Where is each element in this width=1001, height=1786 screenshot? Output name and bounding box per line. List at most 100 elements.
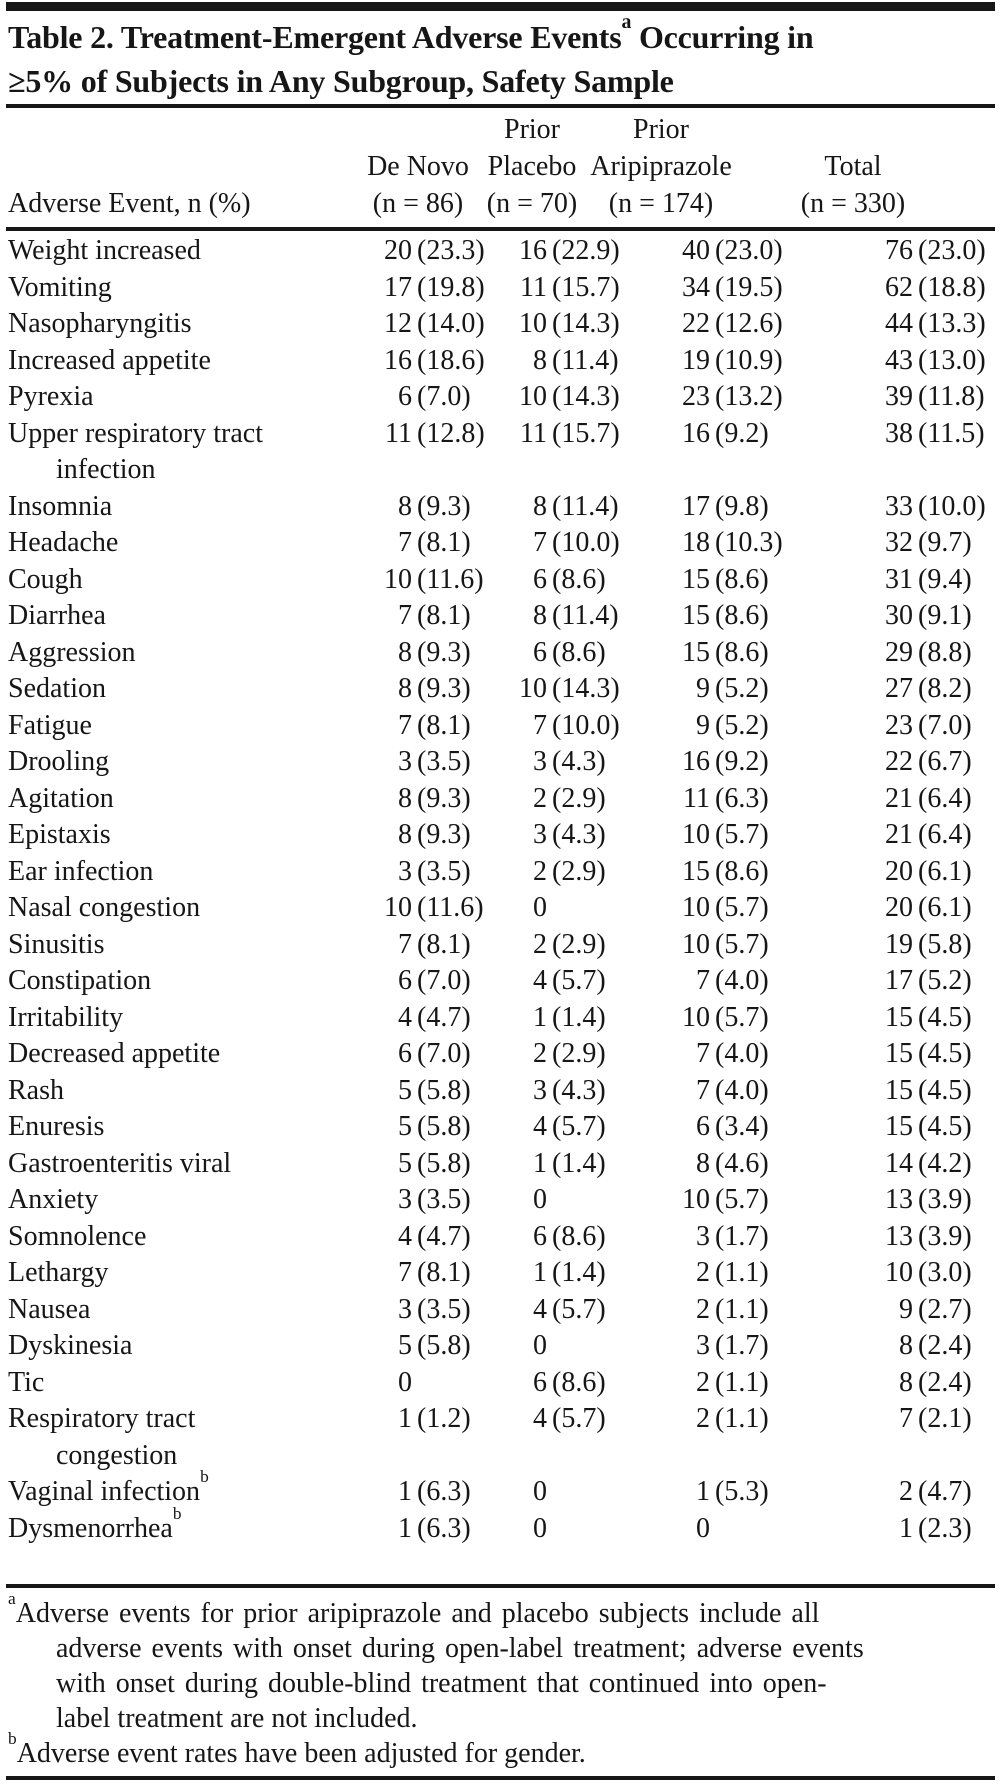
table-row: Enuresis 5 (5.8) 4 (5.7) 6 (3.4) 15 (4.5) (0, 1109, 1001, 1146)
column-header-prior-placebo: Prior Placebo (n = 70) (487, 111, 577, 222)
value-cell: 4 (5.7) (533, 1111, 606, 1142)
footnote-line: with onset during double-blind treatment… (56, 1668, 827, 1699)
value-cell: 4 (4.7) (398, 1001, 471, 1033)
value-cell: 1 (6.3) (398, 1476, 471, 1507)
value-cell: 10 (5.7) (682, 892, 769, 923)
table-row: Rash 5 (5.8) 3 (4.3) 7 (4.0) 15 (4.5) (0, 1073, 1001, 1110)
value-cell: 8 (11.4) (533, 600, 619, 631)
value-cell: 8 (9.3) (398, 782, 471, 814)
adverse-event-label: Tic (8, 1366, 45, 1398)
value-cell: 7 (10.0) (533, 527, 620, 558)
value-cell: 11 (12.8) (385, 417, 485, 449)
table-row: Nasal congestion 10 (11.6) 0 10 (5.7) 20 (6.1) (0, 890, 1001, 927)
value-cell: 5 (5.8) (398, 1330, 471, 1361)
value-cell: 2 (2.9) (533, 928, 606, 960)
value-cell: 1 (1.4) (533, 1147, 606, 1179)
column-header-line: Total (824, 151, 882, 182)
value-cell: 6 (8.6) (533, 1366, 606, 1398)
value-cell: 40 (23.0) (682, 235, 783, 266)
value-cell: 10 (11.6) (384, 892, 484, 923)
value-cell: 3 (1.7) (696, 1220, 769, 1252)
value-cell: 7 (8.1) (398, 600, 471, 631)
value-cell: 23 (7.0) (885, 709, 972, 741)
value-cell: 15 (4.5) (885, 1001, 972, 1033)
adverse-event-label: Increased appetite (8, 344, 211, 376)
value-cell: 20 (6.1) (885, 855, 972, 887)
adverse-event-label: Nasal congestion (8, 892, 201, 923)
value-cell: 3 (3.5) (398, 855, 471, 887)
table-row: Fatigue 7 (8.1) 7 (10.0) 9 (5.2) 23 (7.0) (0, 708, 1001, 745)
value-cell: 3 (3.5) (398, 1184, 471, 1215)
footnote-line: adverse events with onset during open-la… (56, 1633, 864, 1664)
value-cell: 0 (398, 1366, 412, 1398)
adverse-event-label: Decreased appetite (8, 1038, 221, 1069)
footnote-b: bAdverse event rates have been adjusted … (8, 1730, 993, 1771)
value-cell: 0 (533, 1476, 547, 1507)
adverse-event-label: Lethargy (8, 1257, 109, 1288)
table-row: Respiratory tract congestion 1 (1.2) 4 (5.7) 2… (0, 1401, 1001, 1474)
table-row: Aggression 8 (9.3) 6 (8.6) 15 (8.6) 29 (8.8) (0, 635, 1001, 672)
value-cell: 8 (11.4) (533, 344, 619, 376)
value-cell: 33 (10.0) (885, 490, 986, 522)
table-title-line2: ≥5% of Subjects in Any Subgroup, Safety … (8, 63, 674, 99)
value-cell: 1 (6.3) (398, 1512, 471, 1544)
value-cell: 76 (23.0) (885, 235, 986, 266)
adverse-event-label: Dysmenorrheab (8, 1503, 182, 1544)
table-row: Anxiety 3 (3.5) 0 10 (5.7) 13 (3.9) (0, 1182, 1001, 1219)
value-cell: 4 (4.7) (398, 1220, 471, 1252)
value-cell: 6 (8.6) (533, 1220, 606, 1252)
value-cell: 21 (6.4) (885, 819, 972, 850)
title-footnote-marker-a: a (621, 11, 632, 34)
table-row: Vomiting 17 (19.8) 11 (15.7) 34 (19.5) 62 (18.8) (0, 270, 1001, 307)
value-cell: 4 (5.7) (533, 965, 606, 996)
adverse-event-label: Enuresis (8, 1111, 105, 1142)
column-header-line: Placebo (487, 151, 577, 182)
value-cell: 7 (10.0) (533, 709, 620, 741)
value-cell: 12 (14.0) (384, 308, 485, 339)
column-header-line: De Novo (367, 151, 469, 182)
table-row: Headache 7 (8.1) 7 (10.0) 18 (10.3) 32 (9.7) (0, 525, 1001, 562)
value-cell: 18 (10.3) (682, 527, 783, 558)
header-divider-rule (6, 227, 995, 231)
value-cell: 1 (1.4) (533, 1257, 606, 1288)
value-cell: 6 (8.6) (533, 563, 606, 595)
table-row: Decreased appetite 6 (7.0) 2 (2.9) 7 (4.0) 15 (4… (0, 1036, 1001, 1073)
value-cell: 23 (13.2) (682, 381, 783, 412)
footnote-a: aAdverse events for prior aripiprazole a… (8, 1589, 993, 1736)
footnotes: aAdverse events for prior aripiprazole a… (8, 1589, 993, 1771)
value-cell: 6 (7.0) (398, 965, 471, 996)
top-rule (6, 2, 995, 11)
table-title-line1: Table 2. Treatment-Emergent Adverse Even… (8, 11, 814, 55)
value-cell: 19 (10.9) (682, 344, 783, 376)
adverse-event-label: Upper respiratory tract infection (8, 417, 263, 486)
footnote-line: aAdverse events for prior aripiprazole a… (8, 1589, 820, 1629)
value-cell: 16 (22.9) (519, 235, 620, 266)
table-row: Epistaxis 8 (9.3) 3 (4.3) 10 (5.7) 21 (6.4) (0, 817, 1001, 854)
value-cell: 0 (533, 1184, 547, 1215)
adverse-event-label: Headache (8, 527, 119, 558)
adverse-event-label: Drooling (8, 746, 110, 777)
value-cell: 14 (4.2) (885, 1147, 972, 1179)
value-cell: 15 (4.5) (885, 1038, 972, 1069)
value-cell: 10 (14.3) (519, 381, 620, 412)
adverse-event-label: Nasopharyngitis (8, 308, 192, 339)
adverse-event-label: Weight increased (8, 235, 201, 266)
value-cell: 10 (5.7) (682, 928, 769, 960)
value-cell: 2 (1.1) (696, 1366, 769, 1398)
table-row: Sinusitis 7 (8.1) 2 (2.9) 10 (5.7) 19 (5.8) (0, 927, 1001, 964)
value-cell: 11 (15.7) (520, 417, 620, 449)
value-cell: 19 (5.8) (885, 928, 972, 960)
table-row: Increased appetite 16 (18.6) 8 (11.4) 19 (10.9… (0, 343, 1001, 380)
adverse-event-label: Fatigue (8, 709, 92, 741)
value-cell: 17 (19.8) (384, 271, 485, 303)
value-cell: 0 (696, 1512, 710, 1544)
value-cell: 39 (11.8) (885, 381, 985, 412)
value-cell: 5 (5.8) (398, 1111, 471, 1142)
table-row: Cough 10 (11.6) 6 (8.6) 15 (8.6) 31 (9.4) (0, 562, 1001, 599)
value-cell: 10 (5.7) (682, 1001, 769, 1033)
table-row: Insomnia 8 (9.3) 8 (11.4) 17 (9.8) 33 (10.0) (0, 489, 1001, 526)
value-cell: 9 (5.2) (696, 673, 769, 704)
value-cell: 15 (4.5) (885, 1111, 972, 1142)
value-cell: 8 (9.3) (398, 673, 471, 704)
